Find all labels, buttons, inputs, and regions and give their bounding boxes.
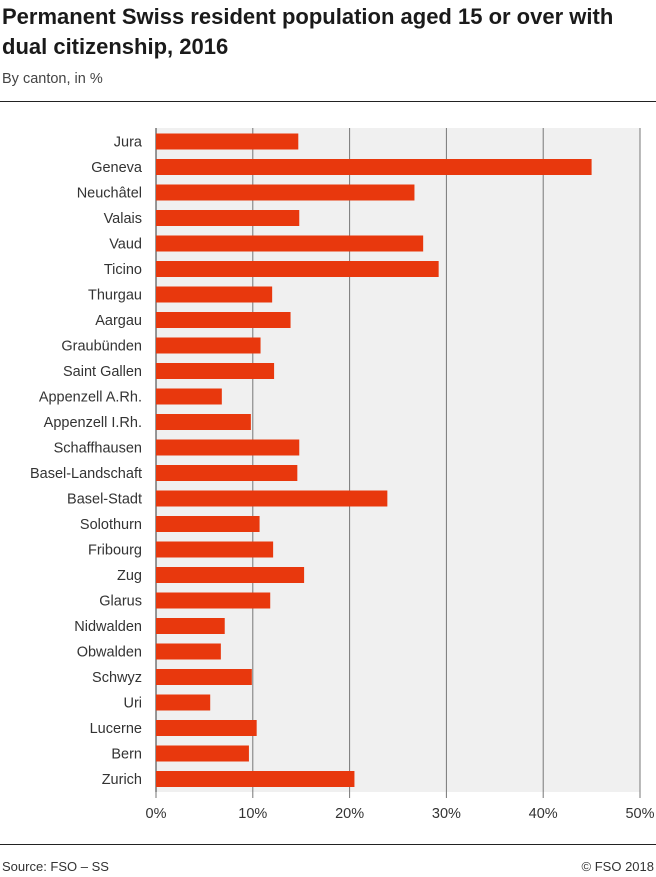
bar — [156, 567, 305, 583]
bar — [156, 159, 592, 175]
bar — [156, 133, 299, 150]
category-label: Geneva — [91, 160, 143, 176]
bar — [156, 592, 271, 609]
category-label: Neuchâtel — [77, 186, 142, 202]
source-note: Source: FSO – SS — [2, 859, 109, 874]
bar — [156, 363, 275, 379]
bar — [156, 771, 355, 787]
bar — [156, 643, 221, 660]
bar — [156, 439, 300, 456]
bar — [156, 312, 291, 328]
category-label: Obwalden — [77, 645, 142, 661]
x-tick-label: 50% — [625, 806, 654, 822]
copyright-note: © FSO 2018 — [581, 859, 654, 874]
category-label: Nidwalden — [74, 619, 142, 635]
bar — [156, 618, 225, 634]
category-label: Solothurn — [80, 517, 142, 533]
bar — [156, 541, 274, 558]
plot-area — [156, 128, 640, 792]
category-label: Bern — [111, 747, 142, 763]
chart-subtitle: By canton, in % — [2, 71, 103, 87]
category-label: Schaffhausen — [54, 441, 142, 457]
category-label: Uri — [123, 696, 142, 712]
bar — [156, 720, 257, 736]
bar — [156, 286, 273, 303]
bar — [156, 235, 424, 252]
bar — [156, 184, 415, 201]
category-label: Thurgau — [88, 288, 142, 304]
category-label: Fribourg — [88, 543, 142, 559]
bar — [156, 669, 252, 685]
category-label: Zug — [117, 568, 142, 584]
category-label: Graubünden — [61, 339, 142, 355]
category-label: Saint Gallen — [63, 364, 142, 380]
category-label: Appenzell A.Rh. — [39, 390, 142, 406]
bar — [156, 465, 298, 481]
bar — [156, 261, 439, 277]
x-tick-label: 20% — [335, 806, 364, 822]
x-tick-label: 10% — [238, 806, 267, 822]
category-label: Valais — [104, 211, 142, 227]
category-label: Appenzell I.Rh. — [44, 415, 142, 431]
category-label: Zurich — [102, 772, 142, 788]
bar — [156, 490, 388, 507]
chart-title: Permanent Swiss resident population aged… — [2, 4, 614, 59]
x-tick-label: 0% — [146, 806, 167, 822]
x-tick-label: 30% — [432, 806, 461, 822]
category-label: Lucerne — [90, 721, 142, 737]
category-label: Glarus — [99, 594, 142, 610]
bar — [156, 694, 211, 711]
category-label: Ticino — [104, 262, 142, 278]
category-label: Basel-Stadt — [67, 492, 142, 508]
x-tick-label: 40% — [529, 806, 558, 822]
category-label: Basel-Landschaft — [30, 466, 142, 482]
top-divider — [0, 101, 656, 102]
category-label: Jura — [114, 135, 143, 151]
bottom-divider — [0, 844, 656, 845]
bar — [156, 516, 260, 532]
bar — [156, 414, 251, 430]
category-label: Schwyz — [92, 670, 142, 686]
category-label: Vaud — [109, 237, 142, 253]
bar — [156, 210, 300, 226]
category-label: Aargau — [95, 313, 142, 329]
bar — [156, 745, 249, 762]
bar — [156, 337, 261, 354]
bar — [156, 388, 222, 405]
